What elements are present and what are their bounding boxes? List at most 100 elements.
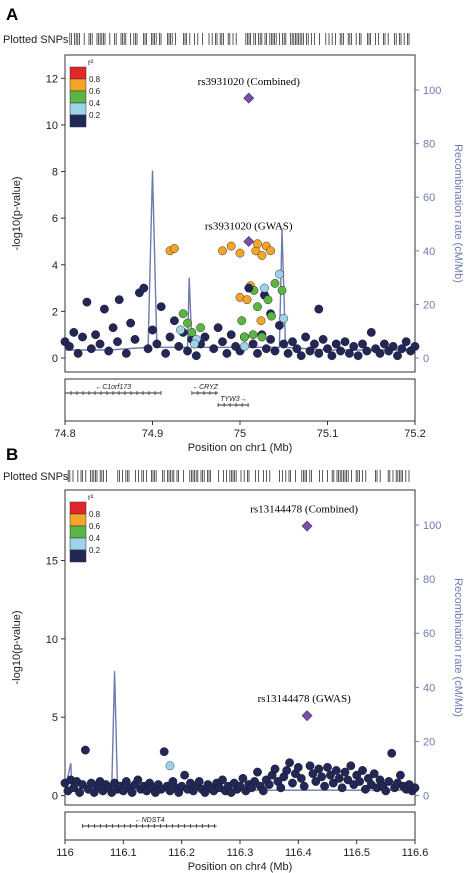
snp-point bbox=[263, 295, 273, 305]
snp-point bbox=[309, 339, 319, 349]
y2-tick-label: 80 bbox=[423, 139, 435, 151]
snp-point bbox=[174, 341, 184, 351]
legend-label: 0.8 bbox=[89, 510, 101, 519]
snp-point bbox=[256, 316, 266, 326]
snp-point bbox=[305, 761, 315, 771]
snp-point bbox=[282, 766, 292, 775]
snp-point bbox=[320, 781, 329, 791]
x-tick-label: 116.1 bbox=[110, 847, 137, 859]
snp-point bbox=[334, 774, 344, 783]
lead-snp-marker bbox=[243, 92, 255, 104]
snp-point bbox=[340, 337, 350, 347]
x-axis-label: Position on chr4 (Mb) bbox=[188, 861, 293, 873]
snp-point bbox=[296, 351, 306, 361]
y-axis-right: 0 20 40 60 80 100 bbox=[415, 85, 441, 365]
x-tick-label: 75 bbox=[234, 428, 246, 440]
x-tick-label: 116.6 bbox=[402, 847, 429, 859]
legend-title: r² bbox=[88, 493, 94, 502]
snp-point bbox=[366, 327, 376, 337]
snp-point bbox=[130, 334, 140, 344]
snp-point bbox=[237, 316, 247, 326]
y-tick-label: 0 bbox=[52, 791, 58, 803]
gene-label: ←NDST4 bbox=[135, 817, 165, 824]
x-axis-label: Position on chr1 (Mb) bbox=[188, 442, 293, 454]
snp-point bbox=[169, 244, 179, 253]
snp-point bbox=[161, 348, 171, 358]
snp-point bbox=[362, 346, 372, 356]
lead-snp-label: rs13144478 (GWAS) bbox=[258, 693, 352, 705]
gene-label: ←C1orf173 bbox=[95, 384, 131, 391]
legend-swatch bbox=[69, 66, 87, 80]
lead-snp-marker bbox=[243, 236, 255, 247]
y2-tick-label: 100 bbox=[423, 520, 441, 532]
legend-swatch bbox=[69, 78, 87, 92]
snp-point bbox=[244, 283, 254, 293]
snp-point bbox=[238, 774, 248, 783]
snp-point bbox=[81, 745, 90, 755]
r2-legend: r² 0.8 0.6 0.4 0.2 bbox=[69, 58, 101, 128]
y-axis-right: 0 20 40 60 80 100 bbox=[415, 520, 441, 803]
snp-point bbox=[349, 341, 359, 351]
snp-point bbox=[104, 346, 114, 356]
legend-label: 0.6 bbox=[89, 522, 101, 531]
snp-point bbox=[279, 339, 289, 349]
snp-point bbox=[292, 344, 302, 354]
legend-swatch bbox=[69, 537, 87, 551]
snp-point bbox=[253, 302, 262, 312]
snp-point bbox=[301, 332, 310, 342]
snp-point bbox=[226, 241, 236, 251]
snp-point bbox=[270, 278, 280, 288]
y2-tick-label: 20 bbox=[423, 736, 435, 748]
snp-point bbox=[213, 323, 223, 333]
snp-point bbox=[283, 348, 293, 358]
snp-point bbox=[169, 316, 179, 326]
legend-label: 0.8 bbox=[89, 75, 101, 84]
snp-point bbox=[395, 770, 405, 780]
x-tick-label: 74.9 bbox=[142, 428, 163, 440]
y-tick-label: 4 bbox=[52, 260, 58, 272]
lead-snp-marker bbox=[301, 520, 313, 532]
snp-point bbox=[355, 777, 364, 786]
panel-letter: A bbox=[6, 5, 18, 24]
snp-point bbox=[323, 763, 332, 772]
y2-tick-label: 0 bbox=[423, 353, 429, 365]
snp-point bbox=[176, 325, 185, 335]
snp-point bbox=[279, 313, 289, 323]
y-axis-label: -log10(p-value) bbox=[11, 177, 23, 251]
y2-tick-label: 40 bbox=[423, 682, 435, 694]
snp-point bbox=[235, 781, 245, 791]
snp-point bbox=[194, 777, 204, 786]
snp-point bbox=[95, 339, 105, 349]
snp-point bbox=[314, 764, 324, 774]
snp-point bbox=[152, 339, 162, 349]
snp-point bbox=[78, 332, 87, 342]
y-tick-label: 6 bbox=[52, 213, 58, 225]
y2-tick-label: 60 bbox=[423, 628, 435, 640]
snp-point bbox=[261, 344, 271, 354]
legend-label: 0.2 bbox=[89, 111, 101, 120]
snp-point bbox=[296, 774, 306, 783]
y2-axis-label: Recombination rate (cM/Mb) bbox=[452, 144, 464, 283]
snp-point bbox=[159, 747, 169, 757]
legend-swatch bbox=[69, 513, 87, 527]
snp-point bbox=[156, 302, 166, 312]
y-tick-label: 10 bbox=[46, 120, 58, 132]
snp-point bbox=[360, 784, 370, 794]
snp-point bbox=[108, 323, 118, 333]
snp-point bbox=[358, 766, 367, 775]
lead-snp-label: rs3931020 (GWAS) bbox=[205, 220, 293, 232]
snp-point bbox=[218, 246, 227, 256]
snp-point bbox=[299, 781, 309, 791]
snp-point bbox=[127, 788, 137, 797]
snp-point bbox=[200, 788, 210, 797]
snp-point bbox=[133, 775, 143, 785]
x-tick-label: 74.8 bbox=[54, 428, 75, 440]
snp-point bbox=[379, 339, 389, 349]
x-tick-label: 75.2 bbox=[404, 428, 425, 440]
snp-point bbox=[239, 332, 249, 342]
snp-point bbox=[196, 323, 206, 333]
snp-point bbox=[260, 283, 269, 293]
plot-frame bbox=[64, 489, 416, 806]
snp-point bbox=[337, 783, 347, 793]
